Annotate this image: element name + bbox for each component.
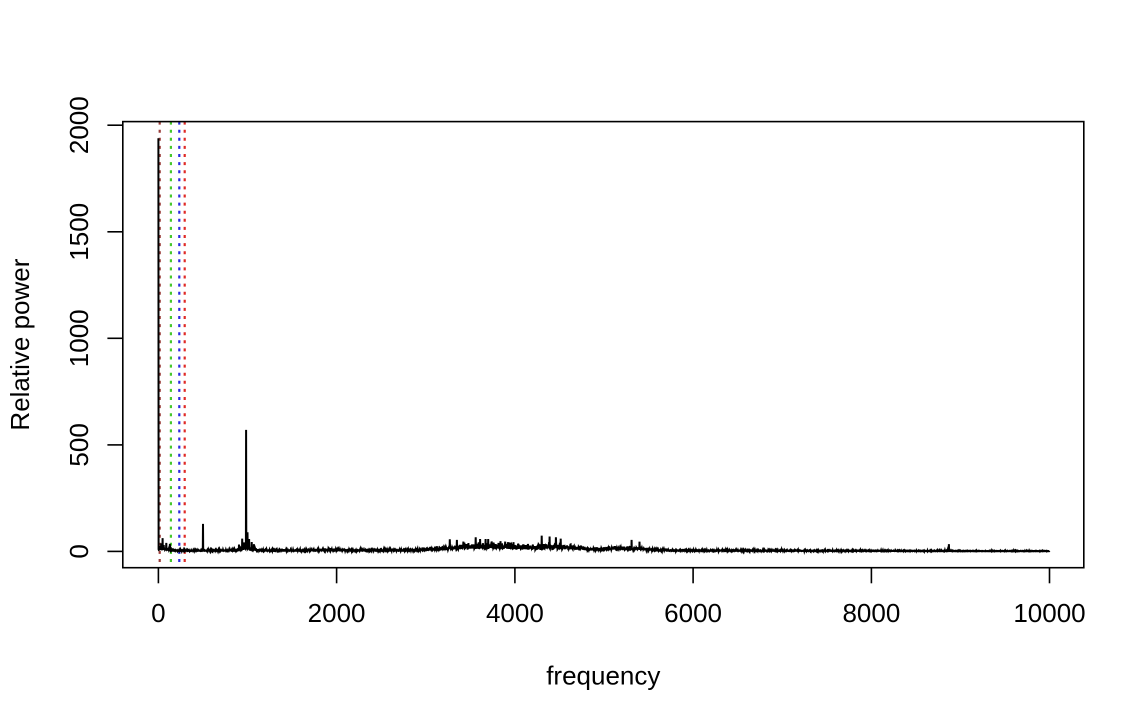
svg-text:frequency: frequency: [546, 660, 660, 690]
svg-text:1000: 1000: [64, 309, 94, 367]
svg-text:10000: 10000: [1013, 598, 1085, 628]
svg-text:4000: 4000: [486, 598, 544, 628]
svg-text:8000: 8000: [842, 598, 900, 628]
svg-text:2000: 2000: [308, 598, 366, 628]
svg-text:6000: 6000: [664, 598, 722, 628]
svg-text:0: 0: [151, 598, 165, 628]
svg-text:0: 0: [64, 544, 94, 558]
svg-text:2000: 2000: [64, 96, 94, 154]
svg-text:1500: 1500: [64, 203, 94, 261]
svg-text:500: 500: [64, 423, 94, 466]
svg-text:Relative power: Relative power: [5, 258, 35, 430]
